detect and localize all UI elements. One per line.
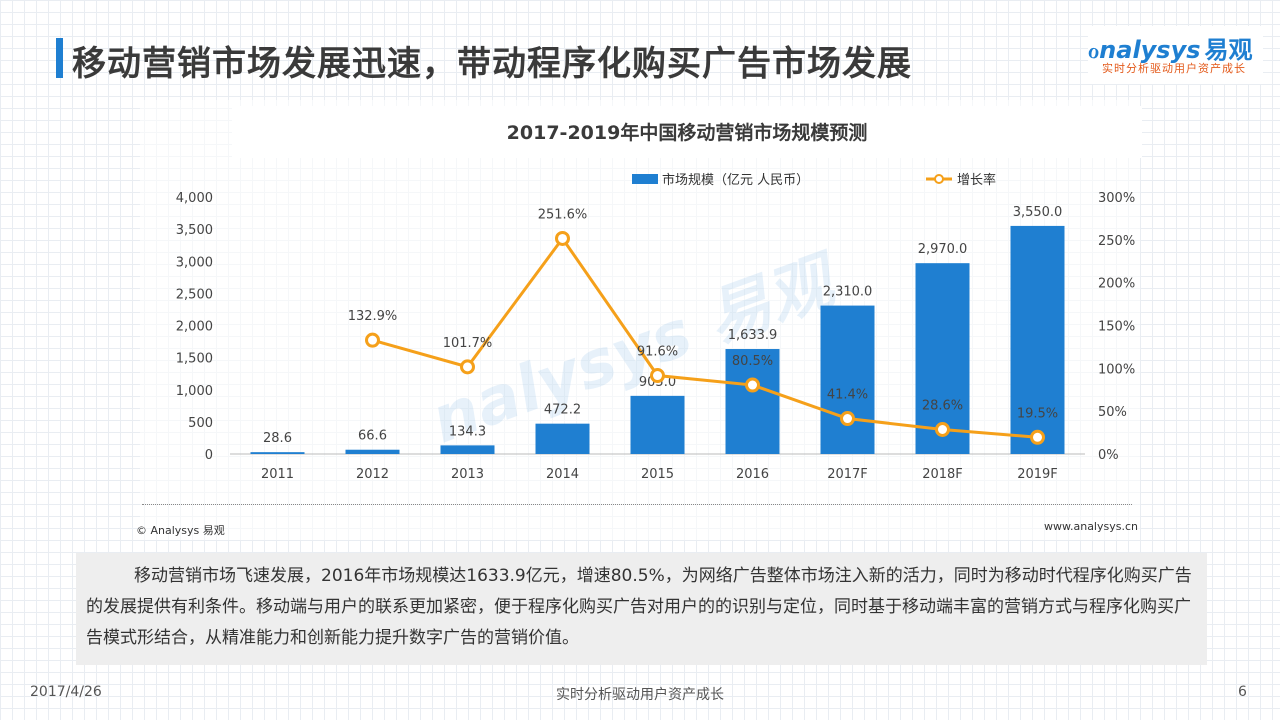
bar-data-label: 3,550.0 — [1013, 205, 1063, 220]
bar — [440, 445, 495, 454]
y-right-tick-label: 50% — [1098, 405, 1127, 420]
chart-divider — [142, 504, 1132, 505]
page-number: 6 — [1238, 684, 1247, 700]
legend-line-label: 增长率 — [957, 172, 996, 188]
bar-data-label: 472.2 — [544, 403, 581, 418]
y-left-tick-label: 500 — [188, 416, 213, 431]
x-tick-label: 2016 — [736, 467, 769, 482]
y-left-tick-label: 1,000 — [176, 384, 213, 399]
bar — [725, 349, 780, 454]
x-tick-label: 2011 — [261, 467, 294, 482]
footer-date: 2017/4/26 — [30, 684, 102, 700]
y-right-tick-label: 150% — [1098, 320, 1135, 335]
chart-panel — [140, 100, 1140, 540]
bar — [250, 452, 305, 454]
bar-data-label: 1,633.9 — [728, 328, 778, 343]
growth-rate-point — [365, 332, 380, 348]
chart-copyright: © Analysys 易观 — [136, 524, 225, 537]
y-right-tick-label: 300% — [1098, 191, 1135, 206]
x-tick-label: 2013 — [451, 467, 484, 482]
y-right-tick-label: 100% — [1098, 362, 1135, 377]
x-tick-label: 2015 — [641, 467, 674, 482]
growth-data-label: 41.4% — [827, 388, 868, 403]
chart-title: 2017-2019年中国移动营销市场规模预测 — [506, 122, 868, 144]
y-left-tick-label: 2,500 — [176, 287, 213, 302]
bar — [1010, 225, 1065, 454]
growth-data-label: 91.6% — [637, 345, 678, 360]
x-tick-label: 2014 — [546, 467, 579, 482]
bar — [630, 395, 685, 454]
y-left-tick-label: 2,000 — [176, 320, 213, 335]
x-tick-label: 2012 — [356, 467, 389, 482]
growth-rate-point — [935, 421, 950, 437]
bar-data-label: 28.6 — [263, 431, 292, 446]
y-right-tick-label: 250% — [1098, 234, 1135, 249]
growth-data-label: 80.5% — [732, 354, 773, 369]
description-box: 移动营销市场飞速发展，2016年市场规模达1633.9亿元，增速80.5%，为网… — [76, 553, 1207, 665]
legend-line-marker — [934, 174, 944, 184]
title-accent-bar — [56, 38, 63, 78]
growth-rate-point — [460, 359, 475, 375]
bar-data-label: 134.3 — [449, 424, 486, 439]
growth-rate-line — [372, 235, 1038, 439]
bar — [535, 423, 590, 454]
logo-text: nalysys — [1099, 36, 1201, 64]
logo-swirl-icon: ℴ — [1088, 36, 1100, 64]
growth-rate-point — [745, 377, 760, 393]
footer-tagline: 实时分析驱动用户资产成长 — [556, 687, 724, 703]
analysys-logo: ℴnalysys 易观 实时分析驱动用户资产成长 — [1088, 26, 1263, 84]
bar-data-label: 2,310.0 — [823, 285, 873, 300]
y-left-tick-label: 1,500 — [176, 352, 213, 367]
growth-data-label: 28.6% — [922, 398, 963, 413]
logo-tagline: 实时分析驱动用户资产成长 — [1102, 62, 1246, 75]
growth-data-label: 101.7% — [443, 336, 493, 351]
y-right-tick-label: 0% — [1098, 448, 1119, 463]
y-left-tick-label: 0 — [205, 448, 213, 463]
x-tick-label: 2018F — [922, 467, 963, 482]
growth-rate-point — [840, 411, 855, 427]
growth-rate-point — [555, 230, 570, 246]
x-tick-label: 2019F — [1017, 467, 1058, 482]
chart-title-box: 2017-2019年中国移动营销市场规模预测 — [232, 106, 1142, 158]
description-text: 移动营销市场飞速发展，2016年市场规模达1633.9亿元，增速80.5%，为网… — [86, 566, 1192, 648]
y-left-tick-label: 3,500 — [176, 223, 213, 238]
legend-bar-label: 市场规模（亿元 人民币） — [662, 172, 809, 188]
logo-text-cn: 易观 — [1204, 36, 1253, 64]
growth-data-label: 251.6% — [538, 207, 588, 222]
legend-bar-swatch — [632, 174, 658, 184]
y-right-tick-label: 200% — [1098, 277, 1135, 292]
growth-data-label: 19.5% — [1017, 406, 1058, 421]
bar-data-label: 2,970.0 — [918, 242, 968, 257]
growth-data-label: 132.9% — [348, 309, 398, 324]
y-left-tick-label: 3,000 — [176, 255, 213, 270]
chart-website: www.analysys.cn — [1044, 520, 1138, 533]
y-left-tick-label: 4,000 — [176, 191, 213, 206]
bar — [345, 449, 400, 454]
bar — [820, 305, 875, 454]
growth-rate-point — [1030, 429, 1045, 445]
growth-rate-point — [650, 368, 665, 384]
x-tick-label: 2017F — [827, 467, 868, 482]
page-title: 移动营销市场发展迅速，带动程序化购买广告市场发展 — [72, 44, 912, 84]
bar-data-label: 66.6 — [358, 429, 387, 444]
